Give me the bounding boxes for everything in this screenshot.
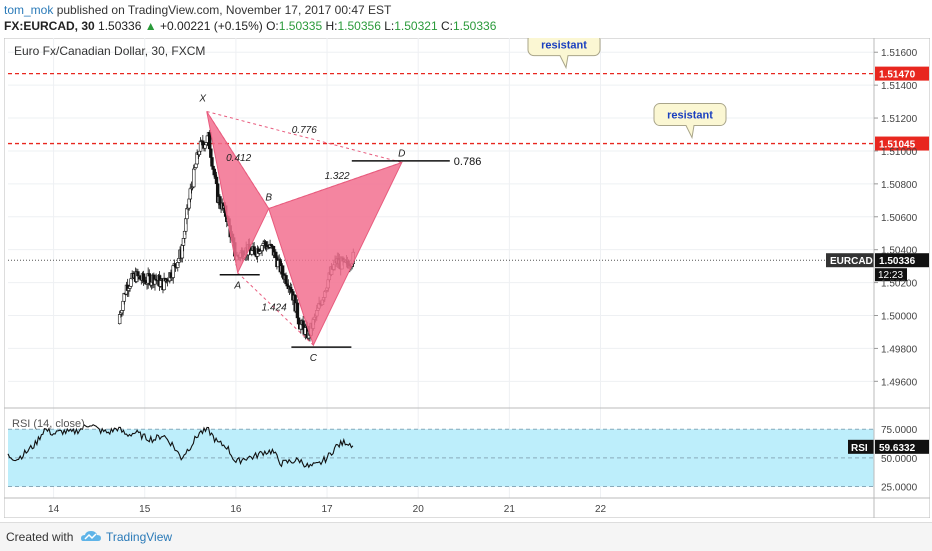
open-label: O: xyxy=(266,19,279,33)
candle-body xyxy=(295,302,300,319)
last-price: 1.50336 xyxy=(98,19,142,33)
time-tick-label: 21 xyxy=(504,504,516,515)
candle-body xyxy=(290,289,294,293)
grid xyxy=(8,38,874,498)
time-tick-label: 15 xyxy=(139,504,151,515)
publish-text: published on TradingView.com, November 1… xyxy=(56,3,392,17)
resistance-price-tag xyxy=(875,66,929,81)
candle-body xyxy=(203,144,207,149)
resistance-price-tag xyxy=(875,136,929,151)
time-tick-label: 16 xyxy=(230,504,242,515)
time-tick-label: 14 xyxy=(48,504,60,515)
pattern-point-label: X xyxy=(198,93,206,104)
rsi-value-label: 59.6332 xyxy=(879,443,916,454)
resistance-callout xyxy=(653,103,727,140)
price-tick-label: 1.50400 xyxy=(881,246,918,257)
price-change: +0.00221 (+0.15%) xyxy=(160,19,263,33)
price-tick-label: 1.50000 xyxy=(881,312,918,323)
price-tick-label: 1.51200 xyxy=(881,114,918,125)
high-value: 1.50356 xyxy=(337,19,381,33)
harmonic-pattern[interactable]: 0.786 X A B C D 0.412 0.776 1.322 1.424 xyxy=(198,93,481,364)
time-tick-label: 17 xyxy=(321,504,333,515)
rsi-tick-label: 75.0000 xyxy=(881,425,918,436)
d-level-label: 0.786 xyxy=(454,156,482,168)
rsi-label: RSI (14, close) xyxy=(12,418,85,430)
publish-info: tom_mok published on TradingView.com, No… xyxy=(4,3,391,17)
rsi-value-tag xyxy=(875,439,929,454)
pattern-ratio-label: 1.322 xyxy=(325,171,350,182)
price-tick-label: 1.50600 xyxy=(881,213,918,224)
current-price-label: 1.50336 xyxy=(879,256,916,267)
price-tick-label: 1.51000 xyxy=(881,147,918,158)
countdown-tag xyxy=(875,268,907,282)
ohlc-bar: FX:EURCAD, 30 1.50336 ▲ +0.00221 (+0.15%… xyxy=(4,19,496,33)
pattern-ratio-label: 1.424 xyxy=(262,303,287,314)
author-link[interactable]: tom_mok xyxy=(4,3,54,17)
footer: Created with TradingView xyxy=(0,522,932,551)
countdown-label: 12:23 xyxy=(878,270,903,281)
price-tick-label: 1.51400 xyxy=(881,81,918,92)
time-tick-label: 20 xyxy=(413,504,425,515)
axes: 1.51600 1.51400 1.51200 1.51000 1.50800 1.506… xyxy=(4,38,930,518)
price-tick-label: 1.51600 xyxy=(881,48,918,59)
price-tick-label: 1.50800 xyxy=(881,180,918,191)
open-value: 1.50335 xyxy=(278,19,323,33)
pattern-triangle-bcd xyxy=(268,161,403,347)
resistance-callout xyxy=(527,33,601,70)
pattern-point-label: A xyxy=(233,281,241,292)
up-arrow-icon: ▲ xyxy=(144,19,157,33)
chart-header: tom_mok published on TradingView.com, No… xyxy=(0,0,932,38)
close-label: C: xyxy=(440,19,453,33)
resistance-callout-label: resistant xyxy=(667,110,713,122)
high-label: H: xyxy=(325,19,338,33)
candle-body xyxy=(192,168,196,188)
rsi-tick-label: 25.0000 xyxy=(881,483,918,494)
resistance-callout-label: resistant xyxy=(541,40,587,52)
rsi-tick-label: 50.0000 xyxy=(881,454,918,465)
pattern-ratio-label: 0.776 xyxy=(292,125,317,136)
tradingview-cloud-icon[interactable] xyxy=(80,529,102,545)
rsi-panel: 75.0000 50.0000 25.0000 RSI 59.6332 xyxy=(7,423,929,494)
symbol-label: FX:EURCAD, 30 xyxy=(4,19,95,33)
pattern-guide xyxy=(206,110,402,163)
pattern-point-label: C xyxy=(310,353,318,364)
chart-title: Euro Fx/Canadian Dollar, 30, FXCM xyxy=(14,44,205,58)
chart-area[interactable]: 1.51470 resistant 1.51045 resistant EURCAD 1… xyxy=(3,33,931,519)
symbol-tag xyxy=(826,253,874,268)
pattern-point-label: B xyxy=(265,193,272,204)
created-with-text: Created with xyxy=(6,530,74,544)
low-value: 1.50321 xyxy=(394,19,438,33)
price-tick-label: 1.49800 xyxy=(881,344,918,355)
candle-body xyxy=(194,163,198,168)
symbol-tag-label: EURCAD xyxy=(830,256,873,267)
candle-body xyxy=(171,265,175,278)
resistance-price-label: 1.51045 xyxy=(879,140,916,151)
current-price-tag xyxy=(875,253,929,268)
pattern-point-label: D xyxy=(398,148,405,159)
pattern-triangle-xab xyxy=(206,111,270,275)
price-tick-label: 1.50200 xyxy=(881,279,918,290)
time-tick-label: 22 xyxy=(595,504,607,515)
resistance-lines: 1.51470 resistant 1.51045 resistant xyxy=(8,33,929,151)
rsi-tag-label: RSI xyxy=(851,443,868,454)
price-tick-label: 1.49600 xyxy=(881,377,918,388)
rsi-line xyxy=(7,423,354,469)
pattern-guide xyxy=(206,111,270,209)
pattern-ratio-label: 0.412 xyxy=(226,153,251,164)
rsi-tag xyxy=(848,439,874,454)
resistance-price-label: 1.51470 xyxy=(879,70,916,81)
tradingview-brand[interactable]: TradingView xyxy=(106,530,173,544)
close-value: 1.50336 xyxy=(452,19,497,33)
low-label: L: xyxy=(384,19,395,33)
